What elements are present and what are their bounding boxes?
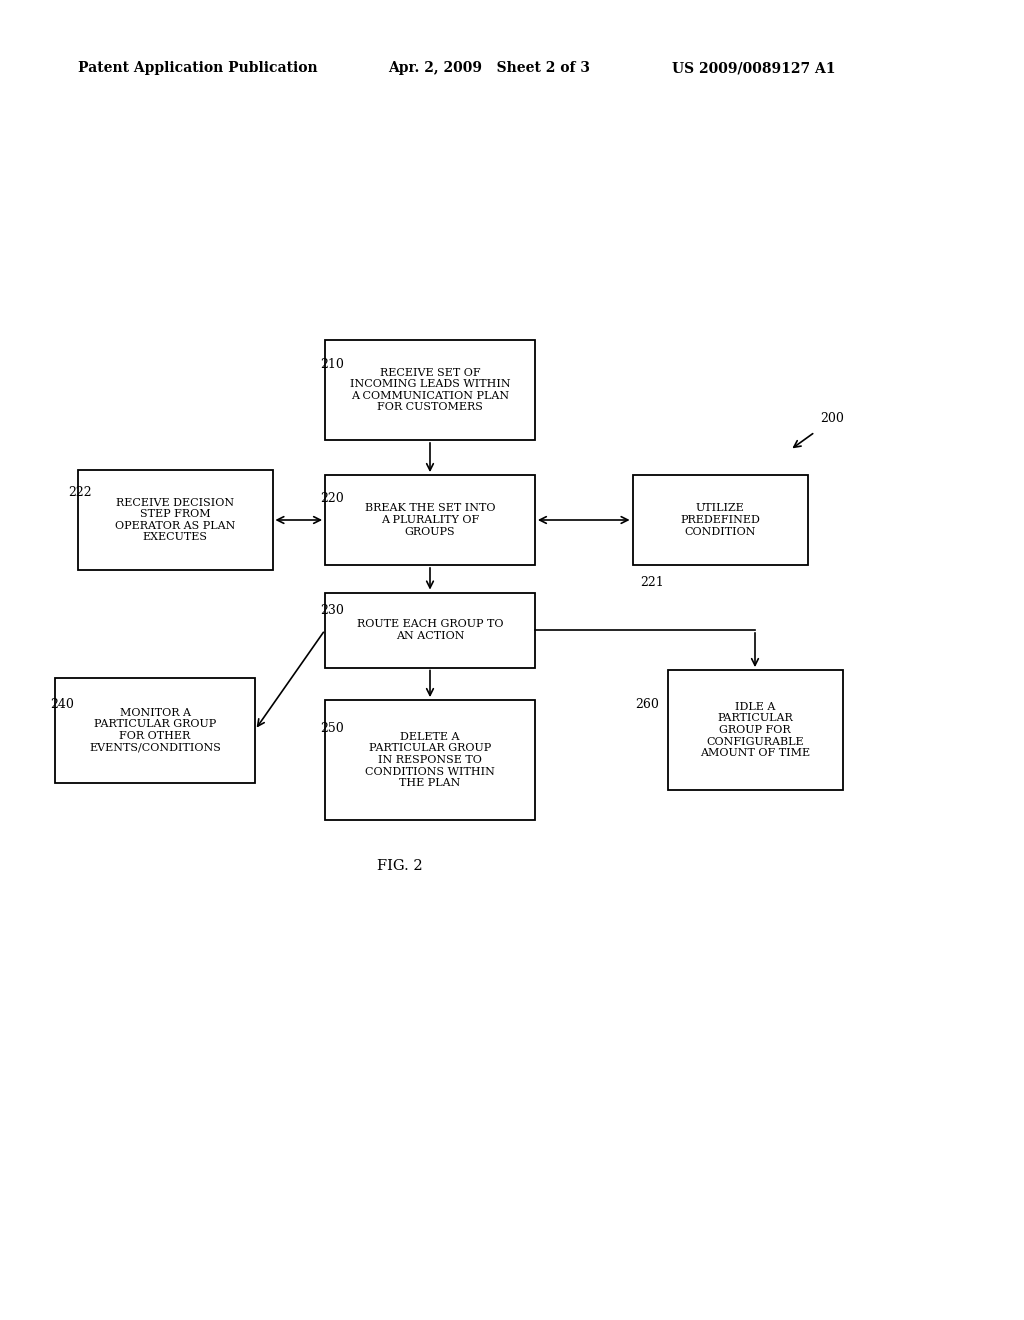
Text: 222: 222 <box>68 486 91 499</box>
Bar <box>325 700 535 820</box>
Bar <box>55 677 255 783</box>
Text: IDLE A
PARTICULAR
GROUP FOR
CONFIGURABLE
AMOUNT OF TIME: IDLE A PARTICULAR GROUP FOR CONFIGURABLE… <box>700 702 810 758</box>
Text: 260: 260 <box>635 698 658 711</box>
Bar <box>325 593 535 668</box>
Text: RECEIVE SET OF
INCOMING LEADS WITHIN
A COMMUNICATION PLAN
FOR CUSTOMERS: RECEIVE SET OF INCOMING LEADS WITHIN A C… <box>349 367 510 412</box>
Text: US 2009/0089127 A1: US 2009/0089127 A1 <box>672 61 836 75</box>
Bar <box>325 341 535 440</box>
Text: DELETE A
PARTICULAR GROUP
IN RESPONSE TO
CONDITIONS WITHIN
THE PLAN: DELETE A PARTICULAR GROUP IN RESPONSE TO… <box>366 731 495 788</box>
Text: 210: 210 <box>319 358 344 371</box>
Text: Patent Application Publication: Patent Application Publication <box>78 61 317 75</box>
Text: 250: 250 <box>319 722 344 734</box>
Text: 220: 220 <box>319 491 344 504</box>
Text: UTILIZE
PREDEFINED
CONDITION: UTILIZE PREDEFINED CONDITION <box>680 503 760 537</box>
Text: ROUTE EACH GROUP TO
AN ACTION: ROUTE EACH GROUP TO AN ACTION <box>356 619 503 640</box>
Bar <box>633 475 808 565</box>
Text: RECEIVE DECISION
STEP FROM
OPERATOR AS PLAN
EXECUTES: RECEIVE DECISION STEP FROM OPERATOR AS P… <box>115 498 236 543</box>
Text: 200: 200 <box>820 412 844 425</box>
Bar <box>325 475 535 565</box>
Bar <box>668 671 843 789</box>
Bar <box>78 470 272 570</box>
Text: 221: 221 <box>640 576 664 589</box>
Text: 230: 230 <box>319 603 344 616</box>
Text: BREAK THE SET INTO
A PLURALITY OF
GROUPS: BREAK THE SET INTO A PLURALITY OF GROUPS <box>365 503 496 537</box>
Text: Apr. 2, 2009   Sheet 2 of 3: Apr. 2, 2009 Sheet 2 of 3 <box>388 61 590 75</box>
Text: 240: 240 <box>50 698 74 711</box>
Text: MONITOR A
PARTICULAR GROUP
FOR OTHER
EVENTS/CONDITIONS: MONITOR A PARTICULAR GROUP FOR OTHER EVE… <box>89 708 221 752</box>
Text: FIG. 2: FIG. 2 <box>377 859 423 873</box>
